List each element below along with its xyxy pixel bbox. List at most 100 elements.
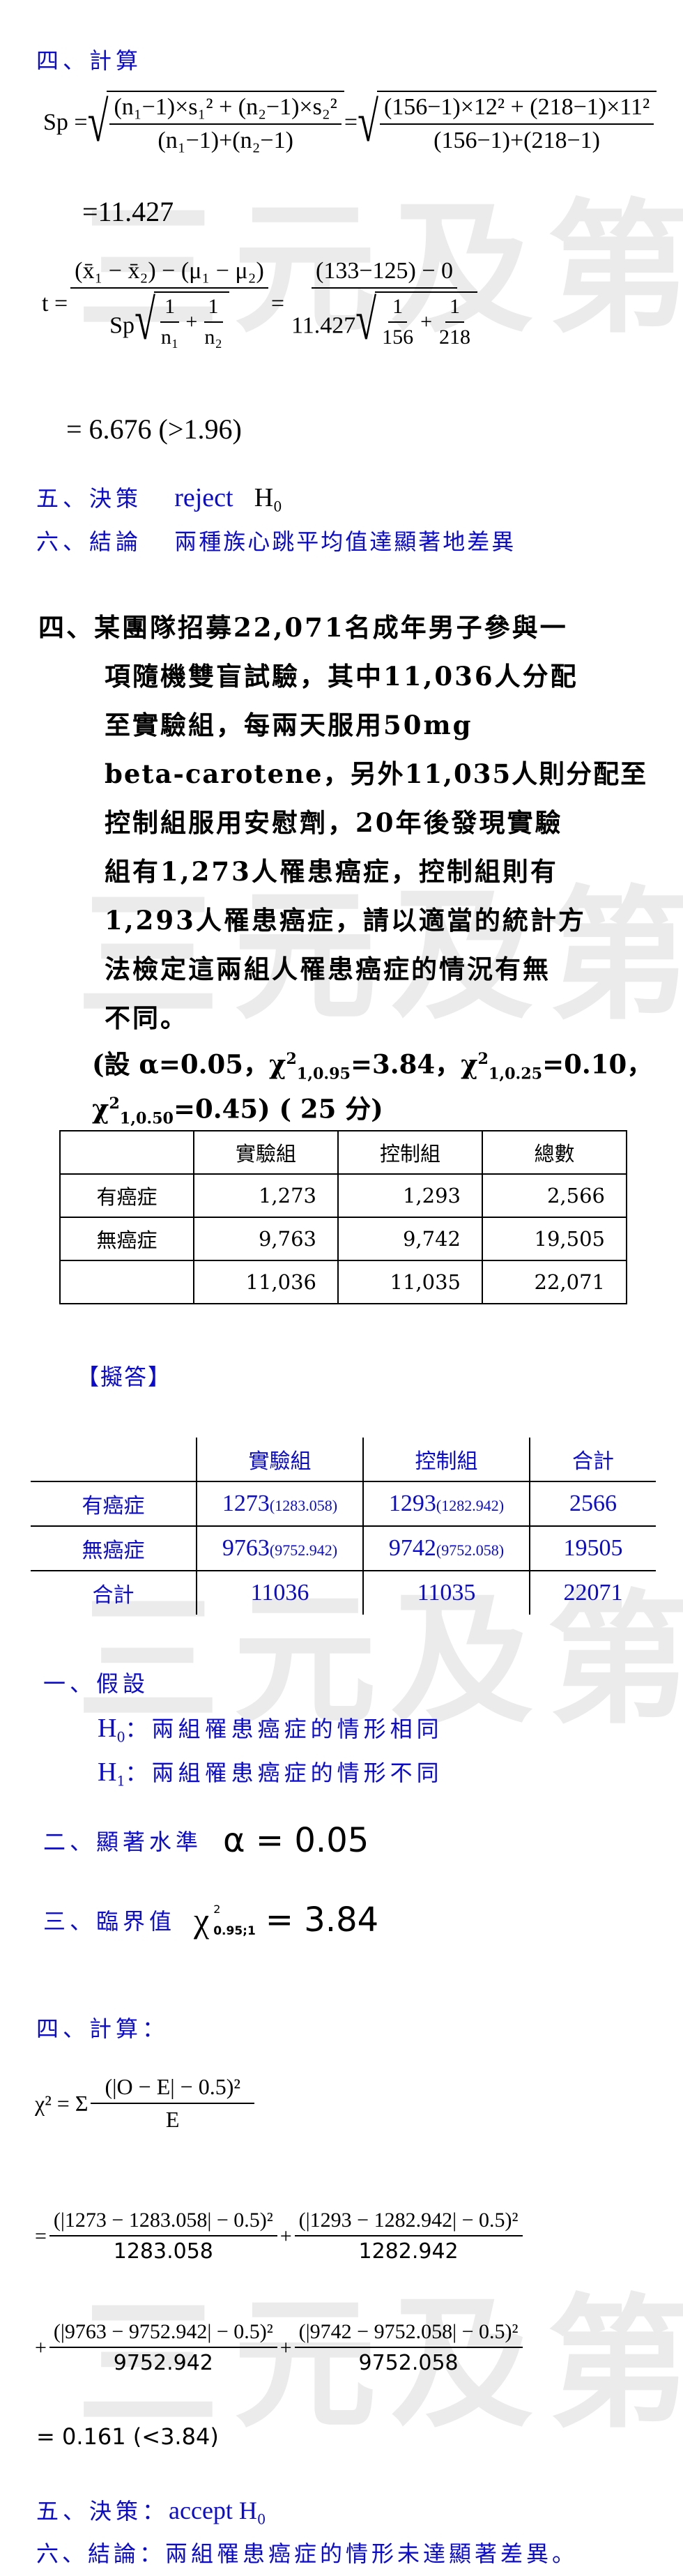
term-numerator: (|1293 − 1282.942| − 0.5)² — [294, 2209, 523, 2236]
h-subscript: 0 — [273, 498, 282, 515]
table-cell: 11,035 — [337, 1260, 483, 1304]
alpha-value: α = 0.05 — [223, 1821, 369, 1860]
chi-denominator: E — [165, 2107, 180, 2132]
sp-formula: Sp = √ (n₁−1)×s₁² + (n₂−1)×s₂² (n₁−1)+(n₂… — [43, 91, 657, 154]
expected: (9752.058) — [436, 1541, 505, 1559]
chi-formula: χ² = Σ (|O − E| − 0.5)² E — [35, 2074, 257, 2133]
question-table: 實驗組 控制組 總數 有癌症 1,273 1,293 2,566 無癌症 9,7… — [59, 1130, 627, 1304]
table-row: 合計 11036 11035 22071 — [31, 1570, 656, 1615]
watermark: 三元及第 — [77, 874, 683, 1039]
one: 1 — [445, 295, 465, 323]
h-symbol: H — [98, 1758, 117, 1787]
question-line: 法檢定這兩組人罹患癌症的情況有無 — [105, 954, 551, 984]
chi-sub: 1,0.25 — [488, 1065, 543, 1083]
table-cell: 9742(9752.058) — [362, 1525, 530, 1571]
chi-sup: 2 — [213, 1902, 221, 1916]
given-values-line2: χ21,0.50=0.45) ( 25 分) — [92, 1096, 383, 1127]
h-subscript: 0 — [116, 1729, 125, 1746]
sp-lhs: Sp = — [43, 109, 88, 135]
operator: = — [35, 2224, 47, 2248]
h-subscript: 0 — [256, 2511, 266, 2528]
table-cell: 9,763 — [193, 1217, 339, 1261]
table-cell: 1,273 — [193, 1173, 339, 1218]
table-cell: 2,566 — [482, 1173, 627, 1218]
term-numerator: (|9763 − 9752.942| − 0.5)² — [49, 2320, 277, 2348]
sqrt-icon: √ — [87, 91, 109, 154]
table-cell — [31, 1438, 197, 1481]
observed: 1273 — [222, 1491, 270, 1516]
table-cell: 1273(1283.058) — [196, 1481, 363, 1526]
table-header: 合計 — [529, 1438, 656, 1481]
chi-symbol: χ — [461, 1049, 478, 1080]
row-label: 無癌症 — [31, 1525, 197, 1571]
one: 1 — [160, 295, 180, 323]
table-header: 控制組 — [362, 1438, 530, 1481]
critical-value: = 3.84 — [265, 1900, 379, 1939]
observed: 11035 — [417, 1580, 476, 1606]
expected: (1282.942) — [436, 1497, 505, 1514]
term-denominator: 9752.942 — [113, 2351, 213, 2375]
term-denominator: 9752.058 — [358, 2351, 459, 2375]
step6-label: 六、結論 — [36, 528, 143, 555]
table-header: 控制組 — [337, 1130, 483, 1175]
h-subscript: 1 — [116, 1773, 125, 1790]
question-line: 項隨機雙盲試驗，其中11,036人分配 — [105, 661, 578, 692]
step2-row: 二、顯著水準 α = 0.05 — [43, 1821, 369, 1860]
sp-denominator-values: (156−1)+(218−1) — [433, 128, 600, 153]
chi-symbol: χ — [194, 1900, 210, 1939]
chi-terms-row1: = (|1273 − 1283.058| − 0.5)² 1283.058 + (… — [35, 2209, 525, 2264]
chi-sup: 2 — [286, 1050, 297, 1068]
observed: 9763 — [222, 1535, 270, 1561]
t-formula: t = (x̄₁ − x̄₂) − (μ₁ − μ₂) Sp √ 1 n₁ +1 n₂ … — [42, 258, 484, 349]
table-cell: 11035 — [362, 1570, 530, 1615]
table-cell: 有癌症 — [59, 1173, 194, 1218]
n1: n₁ — [160, 326, 179, 349]
step1-heading: 一、假設 — [43, 1670, 150, 1697]
one: 1 — [388, 295, 408, 323]
chi-sub: 0.95;1 — [213, 1923, 256, 1938]
table-header-row: 實驗組 控制組 合計 — [31, 1438, 656, 1481]
t-numerator: (x̄₁ − x̄₂) − (μ₁ − μ₂) — [70, 258, 268, 289]
t-lhs: t = — [42, 290, 68, 317]
chi-symbol: χ — [92, 1093, 109, 1125]
sp-numerator-values: (156−1)×12² + (218−1)×11² — [379, 94, 654, 125]
chi-value: =0.45) — [174, 1093, 270, 1125]
table-cell: 9,742 — [337, 1217, 483, 1261]
table-row: 無癌症 9763(9752.942) 9742(9752.058) 19505 — [31, 1525, 656, 1571]
table-header: 總數 — [482, 1130, 627, 1175]
row-total: 2566 — [529, 1481, 656, 1526]
sqrt-icon: √ — [355, 289, 377, 352]
table-cell: 11,036 — [193, 1260, 339, 1304]
n1-value: 156 — [382, 326, 414, 349]
operator: + — [279, 2335, 292, 2359]
observed: 11036 — [250, 1580, 309, 1606]
equals: = — [270, 290, 284, 317]
table-cell — [59, 1260, 194, 1304]
table-header-row: 實驗組 控制組 總數 — [59, 1130, 627, 1175]
step5-label: 五、決策： — [36, 2498, 169, 2524]
h0-text: ：兩組罹患癌症的情形相同 — [125, 1716, 443, 1742]
question-line: 至實驗組，每兩天服用50mg — [105, 710, 473, 740]
expected: (1283.058) — [269, 1497, 338, 1514]
equals: = — [344, 109, 358, 135]
observed: 9742 — [388, 1535, 436, 1561]
term-numerator: (|9742 − 9752.058| − 0.5)² — [294, 2320, 523, 2348]
answer-table: 實驗組 控制組 合計 有癌症 1273(1283.058) 1293(1282.… — [31, 1438, 656, 1615]
one: 1 — [204, 295, 223, 323]
decision-value: accept H — [169, 2497, 257, 2524]
chi-sub: 1,0.50 — [119, 1109, 174, 1128]
chi-value: =0.10， — [542, 1049, 653, 1080]
table-cell: 22,071 — [482, 1260, 627, 1304]
step6-heading: 六、結論 兩種族心跳平均值達顯著地差異 — [36, 524, 516, 556]
n2: n₂ — [204, 326, 222, 349]
question-line: 1,293人罹患癌症，請以適當的統計方 — [105, 905, 586, 936]
sqrt-icon: √ — [135, 289, 155, 352]
watermark: 三元及第 — [77, 2282, 683, 2448]
question-line: 四、某團隊招募22,071名成年男子參與一 — [38, 612, 568, 643]
question-line: 控制組服用安慰劑，20年後發現實驗 — [105, 807, 563, 838]
sp-numerator: (n₁−1)×s₁² + (n₂−1)×s₂² — [109, 94, 342, 125]
question-line: 不同。 — [105, 1003, 188, 1033]
row-total: 19505 — [529, 1525, 656, 1571]
chi-terms-row2: + (|9763 − 9752.942| − 0.5)² 9752.942 + (… — [35, 2320, 525, 2375]
watermark: 三元及第 — [77, 187, 683, 353]
